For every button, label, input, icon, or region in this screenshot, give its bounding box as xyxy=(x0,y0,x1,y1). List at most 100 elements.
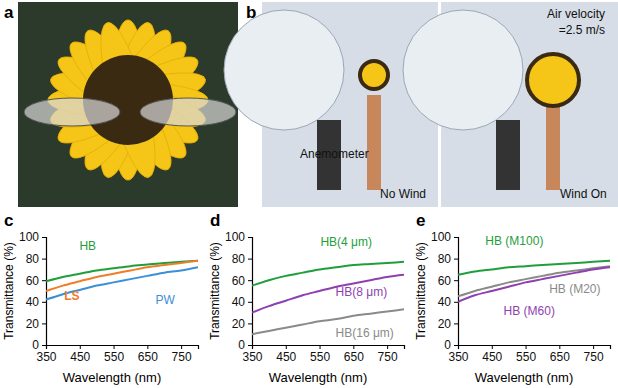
panel-label: e xyxy=(416,211,425,230)
tick-label: 650 xyxy=(344,350,364,364)
tick-label: 40 xyxy=(438,295,452,309)
anemometer-device xyxy=(496,120,520,190)
tick-mark xyxy=(80,345,81,349)
axis-line xyxy=(248,238,253,346)
x-axis-title: Wavelength (nm) xyxy=(63,370,162,385)
photo-a xyxy=(18,2,238,207)
tick: 40 xyxy=(232,295,252,309)
tick-mark xyxy=(454,259,458,260)
tick-label: 20 xyxy=(26,317,40,331)
tick-label: 100 xyxy=(431,230,451,244)
tick-mark xyxy=(181,345,182,349)
tick-mark xyxy=(42,345,46,346)
chart: e350450550650750020406080100Wavelength (… xyxy=(414,211,611,385)
sample xyxy=(360,61,388,89)
tick-mark xyxy=(42,302,46,303)
tick-mark xyxy=(387,345,388,349)
tick-mark xyxy=(454,345,458,346)
tick-mark xyxy=(593,345,594,349)
tick: 20 xyxy=(26,317,46,331)
axis-line xyxy=(47,346,199,350)
panel-label: c xyxy=(4,211,13,230)
axis-line xyxy=(42,238,47,346)
tick-label: 80 xyxy=(232,252,246,266)
series-line xyxy=(46,261,198,291)
tick-label: 350 xyxy=(448,350,468,364)
series-line xyxy=(458,267,610,302)
wing-left xyxy=(24,98,120,126)
y-axis-title: Transmittance (%) xyxy=(208,242,222,340)
tick-label: 550 xyxy=(104,350,124,364)
series-label: HB(8 μm) xyxy=(336,285,388,299)
tick-label: 750 xyxy=(172,350,192,364)
series-label: PW xyxy=(155,293,175,307)
series-line xyxy=(252,262,404,286)
tick-label: 60 xyxy=(26,274,40,288)
chart: c350450550650750020406080100Wavelength (… xyxy=(2,211,199,385)
tick: 350 xyxy=(242,345,262,364)
tick-mark xyxy=(114,345,115,349)
tick-mark xyxy=(248,323,252,324)
tick: 350 xyxy=(448,345,468,364)
tick: 450 xyxy=(276,345,296,364)
series-label: HB (M20) xyxy=(549,282,600,296)
tick-mark xyxy=(454,280,458,281)
x-axis: 350 450 550 650 750 xyxy=(36,345,198,364)
tick: 750 xyxy=(584,345,604,364)
series-label: HB(16 μm) xyxy=(336,326,394,340)
axis-line xyxy=(454,238,459,346)
tick: 650 xyxy=(138,345,158,364)
series-label: HB xyxy=(79,239,96,253)
photo-background xyxy=(18,2,238,207)
tick-mark xyxy=(42,323,46,324)
y-axis: 020406080100 xyxy=(19,230,47,352)
figure: abAnemometerNo WindWind OnAir velocity=2… xyxy=(0,0,618,388)
stand xyxy=(546,95,560,190)
tick-mark xyxy=(42,259,46,260)
tick-mark xyxy=(42,237,46,238)
stand xyxy=(367,95,381,190)
tick-label: 80 xyxy=(438,252,452,266)
tick: 0 xyxy=(238,338,252,352)
tick: 550 xyxy=(104,345,124,364)
panel-label: d xyxy=(210,211,220,230)
tick: 650 xyxy=(344,345,364,364)
tick-mark xyxy=(454,302,458,303)
tick-mark xyxy=(353,345,354,349)
tick: 450 xyxy=(70,345,90,364)
tick-label: 0 xyxy=(444,338,451,352)
series-label: HB (M100) xyxy=(485,234,543,248)
tick: 60 xyxy=(438,274,458,288)
tick-label: 450 xyxy=(70,350,90,364)
tick-mark xyxy=(248,345,252,346)
tick: 650 xyxy=(550,345,570,364)
y-axis: 0 20 40 60 80 100 xyxy=(431,230,459,352)
tick-label: 0 xyxy=(238,338,245,352)
series-line xyxy=(252,275,404,313)
x-axis-title: Wavelength (nm) xyxy=(269,370,368,385)
tick-label: 20 xyxy=(438,317,452,331)
tick-label: 100 xyxy=(225,230,245,244)
photo-caption: Wind On xyxy=(560,187,607,201)
plot-area xyxy=(458,261,610,302)
fan xyxy=(224,10,344,130)
axis-line xyxy=(459,346,611,350)
tick-mark xyxy=(320,345,321,349)
tick-label: 0 xyxy=(32,338,39,352)
panel-label: a xyxy=(4,3,14,22)
sample xyxy=(527,54,579,106)
tick: 60 xyxy=(232,274,252,288)
tick: 350 xyxy=(36,345,56,364)
x-axis: 350450550650750 xyxy=(242,345,404,364)
tick-label: 350 xyxy=(36,350,56,364)
tick: 80 xyxy=(26,252,46,266)
tick-mark xyxy=(248,237,252,238)
tick: 750 xyxy=(378,345,398,364)
tick-label: 100 xyxy=(19,230,39,244)
tick-label: 450 xyxy=(482,350,502,364)
photo-caption: No Wind xyxy=(380,187,426,201)
tick-mark xyxy=(248,302,252,303)
tick-label: 450 xyxy=(276,350,296,364)
tick-mark xyxy=(454,237,458,238)
tick: 0 xyxy=(444,338,458,352)
